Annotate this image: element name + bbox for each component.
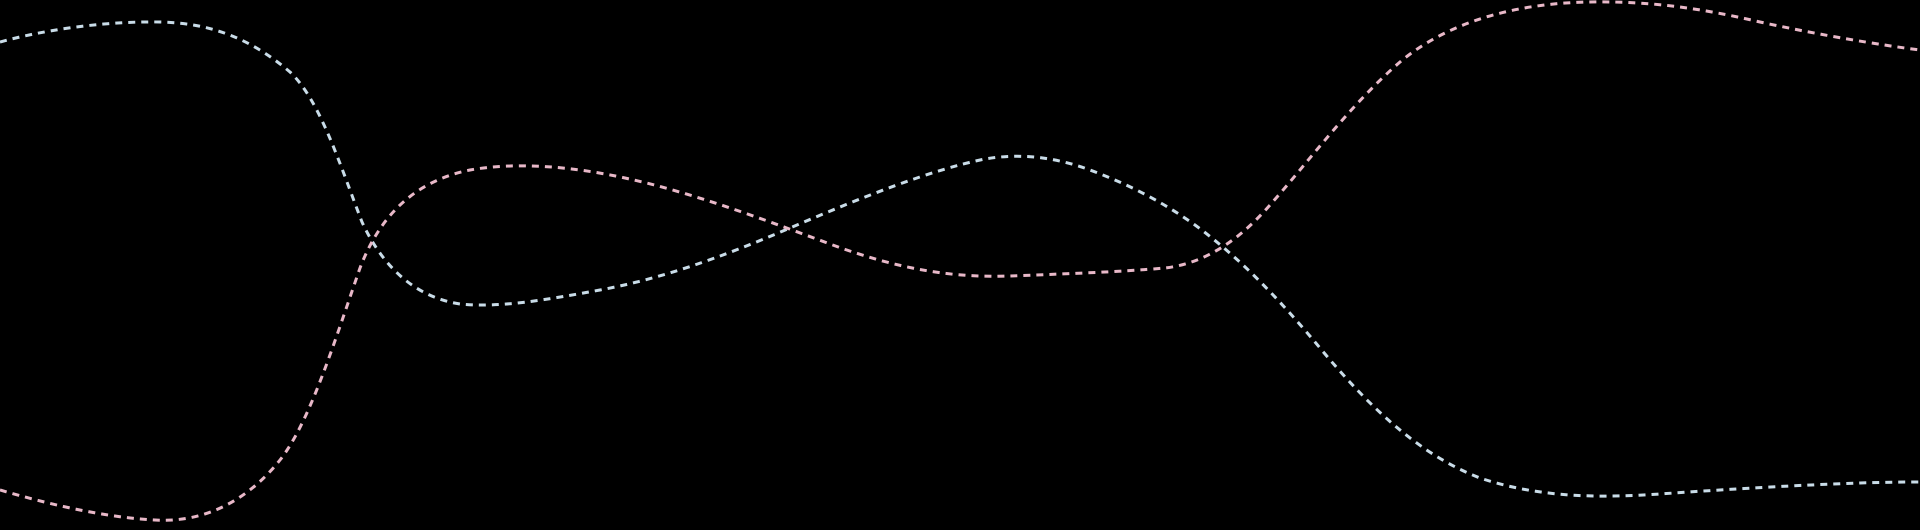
blue-dashed-curve [0,20,1920,498]
